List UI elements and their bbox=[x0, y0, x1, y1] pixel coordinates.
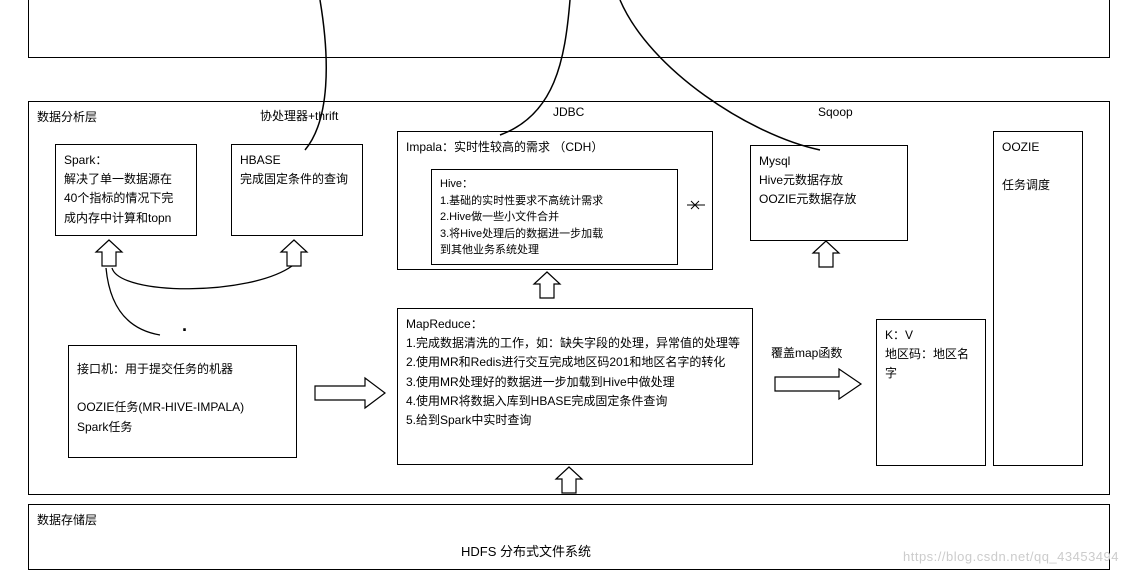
client-line: 接口机：用于提交任务的机器 bbox=[77, 360, 288, 379]
hbase-box: HBASE 完成固定条件的查询 bbox=[231, 144, 363, 236]
kv-box: K：V 地区码：地区名字 bbox=[876, 319, 986, 466]
watermark-text: https://blog.csdn.net/qq_43453494 bbox=[903, 549, 1119, 564]
mysql-line: OOZIE元数据存放 bbox=[759, 190, 899, 209]
kv-title: K：V bbox=[885, 326, 977, 345]
client-box: 接口机：用于提交任务的机器 OOZIE任务(MR-HIVE-IMPALA) Sp… bbox=[68, 345, 297, 458]
impala-title: Impala：实时性较高的需求 （CDH） bbox=[406, 138, 704, 157]
storage-layer-title: 数据存储层 bbox=[37, 513, 97, 527]
mapreduce-line: 5.给到Spark中实时查询 bbox=[406, 411, 744, 430]
spark-box: Spark： 解决了单一数据源在 40个指标的情况下完 成内存中计算和topn bbox=[55, 144, 197, 236]
client-blank bbox=[77, 379, 288, 398]
mapreduce-line: 2.使用MR和Redis进行交互完成地区码201和地区名字的转化 bbox=[406, 353, 744, 372]
mapreduce-line: 3.使用MR处理好的数据进一步加载到Hive中做处理 bbox=[406, 373, 744, 392]
dot-label: · bbox=[182, 320, 188, 341]
hive-title: Hive： bbox=[440, 176, 669, 193]
hbase-line: 完成固定条件的查询 bbox=[240, 170, 354, 189]
oozie-line: 任务调度 bbox=[1002, 176, 1074, 195]
spark-line: 40个指标的情况下完 bbox=[64, 189, 188, 208]
mapreduce-title: MapReduce： bbox=[406, 315, 744, 334]
oozie-blank bbox=[1002, 157, 1074, 176]
hive-line: 1.基础的实时性要求不高统计需求 bbox=[440, 193, 669, 210]
oozie-title: OOZIE bbox=[1002, 138, 1074, 157]
hive-line: 到其他业务系统处理 bbox=[440, 242, 669, 259]
client-line: OOZIE任务(MR-HIVE-IMPALA) bbox=[77, 398, 288, 417]
spark-title: Spark： bbox=[64, 151, 188, 170]
override-map-label: 覆盖map函数 bbox=[771, 344, 842, 361]
hbase-title: HBASE bbox=[240, 151, 354, 170]
mysql-line: Hive元数据存放 bbox=[759, 171, 899, 190]
hdfs-label: HDFS 分布式文件系统 bbox=[461, 541, 591, 560]
coproc-label: 协处理器+thrift bbox=[260, 107, 338, 124]
mysql-box: Mysql Hive元数据存放 OOZIE元数据存放 bbox=[750, 145, 908, 241]
oozie-box: OOZIE 任务调度 bbox=[993, 131, 1083, 466]
analysis-layer-title: 数据分析层 bbox=[37, 110, 97, 124]
mapreduce-line: 4.使用MR将数据入库到HBASE完成固定条件查询 bbox=[406, 392, 744, 411]
kv-line: 地区码：地区名字 bbox=[885, 345, 977, 383]
mapreduce-line: 1.完成数据清洗的工作，如：缺失字段的处理，异常值的处理等 bbox=[406, 334, 744, 353]
spark-line: 成内存中计算和topn bbox=[64, 209, 188, 228]
top-layer-box bbox=[28, 0, 1110, 58]
mysql-title: Mysql bbox=[759, 152, 899, 171]
jdbc-label: JDBC bbox=[553, 105, 584, 119]
hive-box: Hive： 1.基础的实时性要求不高统计需求 2.Hive做一些小文件合并 3.… bbox=[431, 169, 678, 265]
sqoop-label: Sqoop bbox=[818, 105, 853, 119]
hive-line: 3.将Hive处理后的数据进一步加载 bbox=[440, 226, 669, 243]
client-line: Spark任务 bbox=[77, 418, 288, 437]
hive-line: 2.Hive做一些小文件合并 bbox=[440, 209, 669, 226]
spark-line: 解决了单一数据源在 bbox=[64, 170, 188, 189]
mapreduce-box: MapReduce： 1.完成数据清洗的工作，如：缺失字段的处理，异常值的处理等… bbox=[397, 308, 753, 465]
